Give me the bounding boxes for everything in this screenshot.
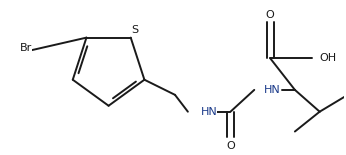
Text: HN: HN: [201, 107, 218, 117]
Text: OH: OH: [320, 53, 337, 63]
Text: O: O: [266, 10, 274, 20]
Text: HN: HN: [264, 85, 281, 95]
Text: S: S: [131, 25, 138, 35]
Text: Br: Br: [19, 43, 31, 53]
Text: O: O: [226, 141, 235, 151]
